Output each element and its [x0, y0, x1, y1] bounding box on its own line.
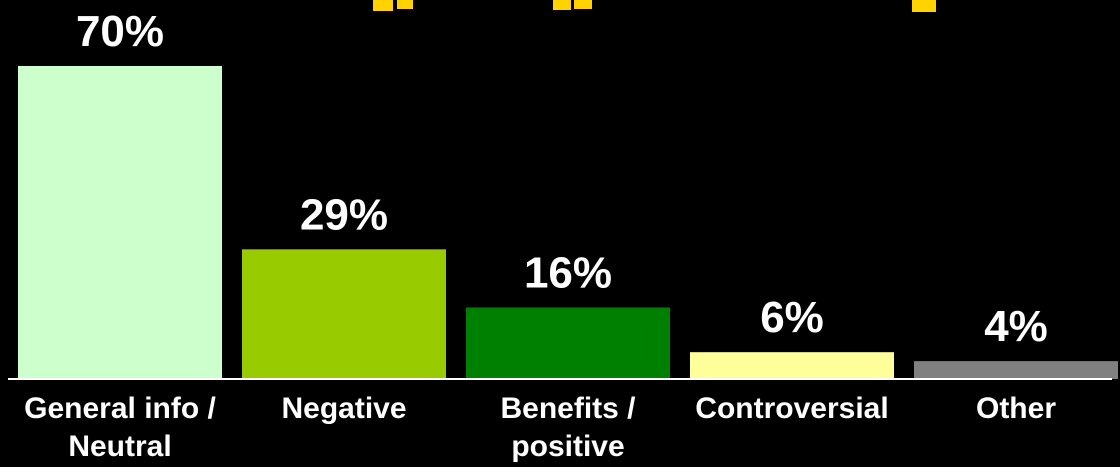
value-label-benefits-positive: 16%: [524, 248, 612, 297]
category-label-other: Other: [976, 392, 1056, 425]
value-labels-group: 70% 29% 16% 6% 4%: [76, 7, 1048, 351]
title-glyph-fragment: [397, 0, 413, 9]
category-label-line: Controversial: [695, 392, 888, 425]
title-glyph-fragment: [912, 0, 936, 12]
bar-other: [914, 361, 1118, 379]
category-label-general-info-neutral: General info / Neutral: [24, 392, 216, 463]
category-label-line: Negative: [281, 392, 406, 425]
category-label-line: General info /: [24, 392, 216, 425]
category-labels-group: General info / Neutral Negative Benefits / p…: [24, 392, 1056, 463]
value-label-general-info-neutral: 70%: [76, 7, 164, 56]
value-label-controversial: 6%: [760, 293, 824, 342]
category-label-line: Neutral: [68, 430, 171, 463]
title-glyph-fragment: [574, 0, 592, 9]
bar-negative: [242, 249, 446, 379]
chart-title-fragment: [373, 0, 936, 12]
bar-controversial: [690, 352, 894, 379]
title-glyph-fragment: [553, 0, 571, 10]
category-label-controversial: Controversial: [695, 392, 888, 425]
bar-benefits-positive: [466, 307, 670, 379]
title-glyph-fragment: [373, 0, 393, 11]
category-label-negative: Negative: [281, 392, 406, 425]
value-label-negative: 29%: [300, 190, 388, 239]
value-label-other: 4%: [984, 302, 1048, 351]
bar-general-info-neutral: [18, 66, 222, 379]
category-label-line: Benefits /: [500, 392, 636, 425]
category-label-line: positive: [511, 430, 624, 463]
bars-group: [18, 66, 1118, 379]
category-label-benefits-positive: Benefits / positive: [500, 392, 636, 463]
category-label-line: Other: [976, 392, 1056, 425]
